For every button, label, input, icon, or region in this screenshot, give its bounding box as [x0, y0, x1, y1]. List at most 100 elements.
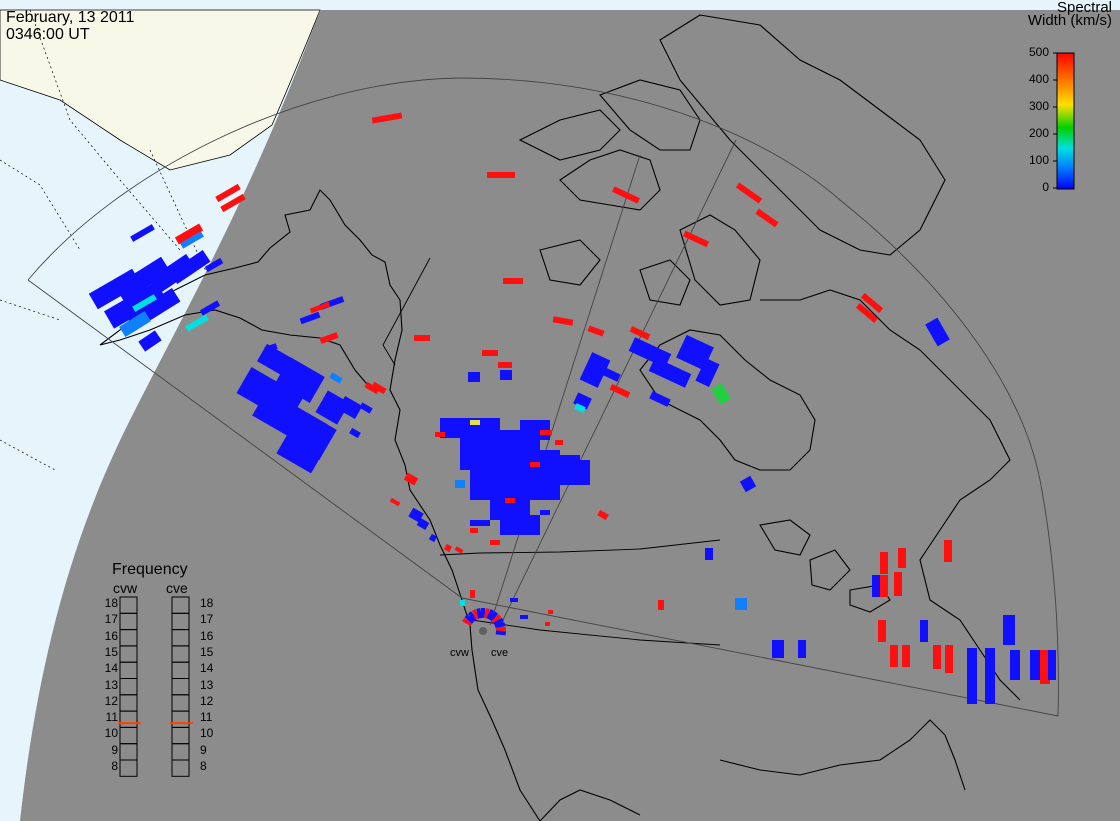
- echo-cell: [471, 609, 480, 620]
- frequency-scale-label: 18: [200, 596, 214, 610]
- frequency-scale-label: 12: [200, 693, 214, 708]
- echo-cell: [872, 575, 880, 597]
- colorbar-title: Spectral: [1056, 0, 1112, 16]
- echo-cell: [735, 598, 747, 610]
- echo-cell: [264, 343, 278, 353]
- echo-cell: [490, 540, 500, 545]
- echo-cell: [119, 310, 151, 338]
- echo-cell: [855, 302, 879, 324]
- frequency-scale-label: 17: [200, 612, 214, 627]
- echo-cell: [495, 626, 507, 632]
- echo-cell: [470, 590, 475, 598]
- echo-cell: [414, 335, 430, 341]
- echo-cell: [462, 617, 473, 627]
- frequency-scale-label: 14: [104, 661, 118, 676]
- echo-cell: [552, 316, 574, 326]
- echo-cell: [371, 112, 403, 124]
- radar-site-marker: [479, 627, 487, 635]
- frequency-scale-label: 18: [104, 596, 118, 610]
- frequency-scale-label: 9: [111, 742, 118, 757]
- frequency-scale-label: 10: [104, 726, 118, 741]
- echo-cell: [967, 648, 977, 704]
- frequency-scale-label: 15: [104, 644, 118, 659]
- echo-cell: [319, 332, 339, 344]
- echo-cell: [174, 223, 204, 245]
- echo-cell: [597, 509, 609, 521]
- fov-outline: [27, 77, 1059, 717]
- echo-cell: [705, 548, 713, 560]
- echo-cell: [609, 384, 631, 398]
- echo-cell: [416, 518, 430, 530]
- echo-cell: [204, 257, 224, 273]
- echo-cell: [878, 620, 886, 642]
- echo-cell: [1010, 650, 1020, 680]
- echo-cell: [505, 498, 515, 503]
- echo-cell: [1048, 650, 1056, 680]
- echo-cell: [772, 640, 784, 658]
- colorbar-units: Width (km/s): [1027, 12, 1112, 29]
- colorbar-tick-label: 400: [1028, 72, 1049, 86]
- frequency-scale-label: 8: [111, 759, 118, 773]
- echo-cell: [579, 352, 611, 388]
- frequency-scale-label: 15: [200, 644, 214, 659]
- echo-cell: [894, 572, 902, 596]
- echo-cell: [933, 645, 941, 669]
- echo-cell: [555, 440, 563, 445]
- echo-cell: [114, 256, 171, 302]
- echo-cell: [491, 614, 502, 624]
- echo-cell: [755, 208, 779, 228]
- echo-cell: [349, 427, 361, 439]
- echo-cell: [482, 350, 498, 356]
- echo-cell: [460, 600, 465, 606]
- echo-cell: [682, 230, 710, 248]
- echo-cell: [493, 617, 504, 627]
- echo-cell: [180, 231, 204, 249]
- echo-cell: [481, 608, 485, 618]
- echo-cell: [944, 540, 952, 562]
- frequency-cell: [171, 759, 190, 777]
- echo-cell: [276, 431, 324, 474]
- echo-cell: [315, 390, 350, 425]
- echo-cell: [495, 630, 507, 636]
- frequency-scale-label: 10: [200, 726, 214, 741]
- echo-cell: [299, 311, 321, 325]
- echo-cell: [902, 645, 910, 667]
- echo-cell: [489, 611, 499, 622]
- echo-cell: [1030, 650, 1040, 680]
- site-label-cve: cve: [491, 647, 509, 659]
- echo-cell: [364, 381, 380, 395]
- echo-cell: [498, 362, 512, 368]
- echo-cell: [275, 357, 325, 403]
- echo-cell: [503, 278, 523, 284]
- colorbar-tick-label: 200: [1028, 126, 1049, 140]
- echo-cell: [329, 372, 343, 384]
- echo-cell: [880, 552, 888, 574]
- colorbar-tick-label: 300: [1028, 99, 1049, 113]
- colorbar-tick-label: 100: [1028, 153, 1049, 167]
- echo-cell: [309, 301, 331, 314]
- site-label-cvw: cvw: [450, 647, 469, 659]
- frequency-cell: [119, 759, 138, 777]
- frequency-scale-label: 16: [200, 628, 214, 643]
- echo-cell: [169, 250, 211, 284]
- echo-cell: [455, 480, 465, 488]
- echo-cell: [612, 186, 640, 204]
- echo-cell: [487, 172, 515, 178]
- echo-cell: [1040, 650, 1050, 684]
- echo-cell: [540, 430, 552, 435]
- echo-cell: [464, 614, 475, 624]
- boundaries: [382, 257, 721, 646]
- echo-cell: [130, 224, 155, 242]
- frequency-boxes: [118, 596, 193, 777]
- echo-cell: [467, 611, 477, 622]
- echo-cell: [985, 648, 995, 704]
- echo-cell: [739, 475, 757, 493]
- echo-cell: [435, 432, 445, 437]
- echo-cell: [470, 528, 478, 533]
- echo-cell: [520, 615, 528, 619]
- frequency-radar-east: cve: [166, 580, 188, 596]
- echo-cell: [486, 609, 495, 620]
- echo-cell: [138, 330, 162, 352]
- frequency-scale-label: 9: [200, 742, 207, 757]
